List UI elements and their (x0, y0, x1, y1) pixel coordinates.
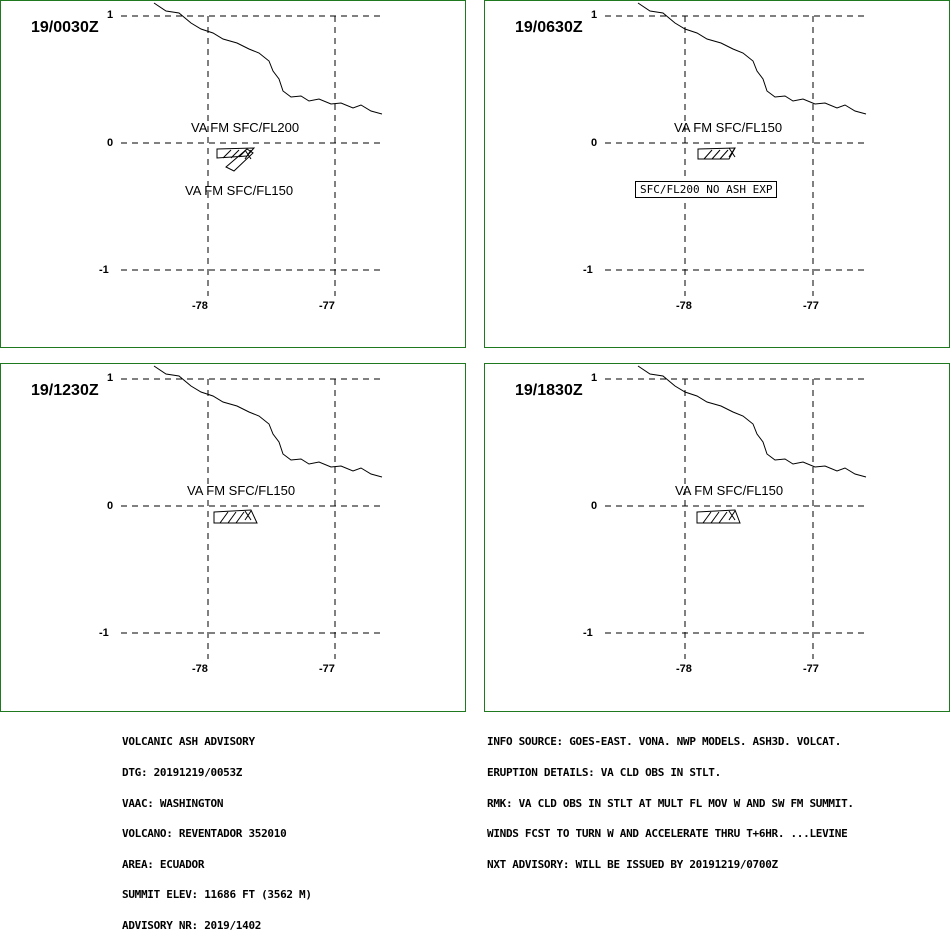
lon-tick-label: -77 (319, 300, 335, 312)
ash-polygon (213, 509, 258, 524)
ash-layer-label: VA FM SFC/FL200 (191, 120, 300, 135)
lat-tick-label: 0 (107, 137, 114, 149)
lon-tick-label: -78 (676, 300, 692, 312)
forecast-time: 19/1230Z (31, 382, 99, 399)
advisory-line: INFO SOURCE: GOES-EAST. VONA. NWP MODELS… (487, 735, 842, 749)
lat-tick-label: 1 (107, 9, 114, 21)
forecast-time: 19/0630Z (515, 19, 583, 36)
coastline (153, 365, 383, 478)
ash-layer-label: VA FM SFC/FL150 (674, 120, 783, 135)
advisory-line: ERUPTION DETAILS: VA CLD OBS IN STLT. (487, 766, 721, 780)
ash-polygon (216, 147, 256, 172)
lat-tick-label: -1 (99, 264, 109, 276)
map-graphic-1 (121, 2, 384, 296)
advisory-line: VOLCANO: REVENTADOR 352010 (122, 827, 287, 841)
forecast-time: 19/0030Z (31, 19, 99, 36)
map-graphic-4 (605, 365, 868, 659)
lat-tick-label: -1 (583, 264, 593, 276)
map-panel-1: 19/0030Z VA FM SFC/FL200 VA FM SFC/FL150… (0, 0, 466, 348)
ash-layer-label: VA FM SFC/FL150 (675, 483, 784, 498)
advisory-line: DTG: 20191219/0053Z (122, 766, 243, 780)
advisory-line: SUMMIT ELEV: 11686 FT (3562 M) (122, 888, 312, 902)
advisory-line: NXT ADVISORY: WILL BE ISSUED BY 20191219… (487, 857, 778, 871)
advisory-line: ADVISORY NR: 2019/1402 (122, 919, 262, 933)
coastline (637, 2, 867, 115)
ash-polygon (696, 509, 741, 524)
no-ash-note: SFC/FL200 NO ASH EXP (635, 181, 778, 198)
advisory-header-text: VOLCANIC ASH ADVISORY DTG: 20191219/0053… (122, 717, 312, 941)
map-panel-3: 19/1230Z VA FM SFC/FL150 1 0 -1 -78 -77 (0, 363, 466, 712)
forecast-time: 19/1830Z (515, 382, 583, 399)
lon-tick-label: -78 (192, 300, 208, 312)
lat-tick-label: 0 (107, 500, 114, 512)
lat-tick-label: 1 (591, 372, 598, 384)
ash-layer-label: VA FM SFC/FL150 (185, 183, 294, 198)
advisory-line: WINDS FCST TO TURN W AND ACCELERATE THRU… (487, 827, 848, 841)
lon-tick-label: -77 (803, 663, 819, 675)
lat-tick-label: 0 (591, 137, 598, 149)
advisory-line: VOLCANIC ASH ADVISORY (122, 735, 255, 749)
lat-tick-label: 1 (107, 372, 114, 384)
lat-tick-label: -1 (583, 627, 593, 639)
lat-tick-label: -1 (99, 627, 109, 639)
lon-tick-label: -78 (676, 663, 692, 675)
advisory-line: RMK: VA CLD OBS IN STLT AT MULT FL MOV W… (487, 796, 854, 810)
advisory-line: VAAC: WASHINGTON (122, 796, 224, 810)
ash-layer-label: VA FM SFC/FL150 (187, 483, 296, 498)
map-graphic-3 (121, 365, 384, 659)
ash-polygon (697, 147, 736, 160)
map-panel-4: 19/1830Z VA FM SFC/FL150 1 0 -1 -78 -77 (484, 363, 950, 712)
coastline (153, 2, 383, 115)
lon-tick-label: -78 (192, 663, 208, 675)
map-panel-2: 19/0630Z VA FM SFC/FL150 SFC/FL200 NO AS… (484, 0, 950, 348)
lon-tick-label: -77 (803, 300, 819, 312)
lat-tick-label: 1 (591, 9, 598, 21)
lon-tick-label: -77 (319, 663, 335, 675)
advisory-remarks-text: INFO SOURCE: GOES-EAST. VONA. NWP MODELS… (487, 717, 854, 880)
lat-tick-label: 0 (591, 500, 598, 512)
advisory-line: AREA: ECUADOR (122, 857, 205, 871)
map-graphic-2 (605, 2, 868, 296)
coastline (637, 365, 867, 478)
